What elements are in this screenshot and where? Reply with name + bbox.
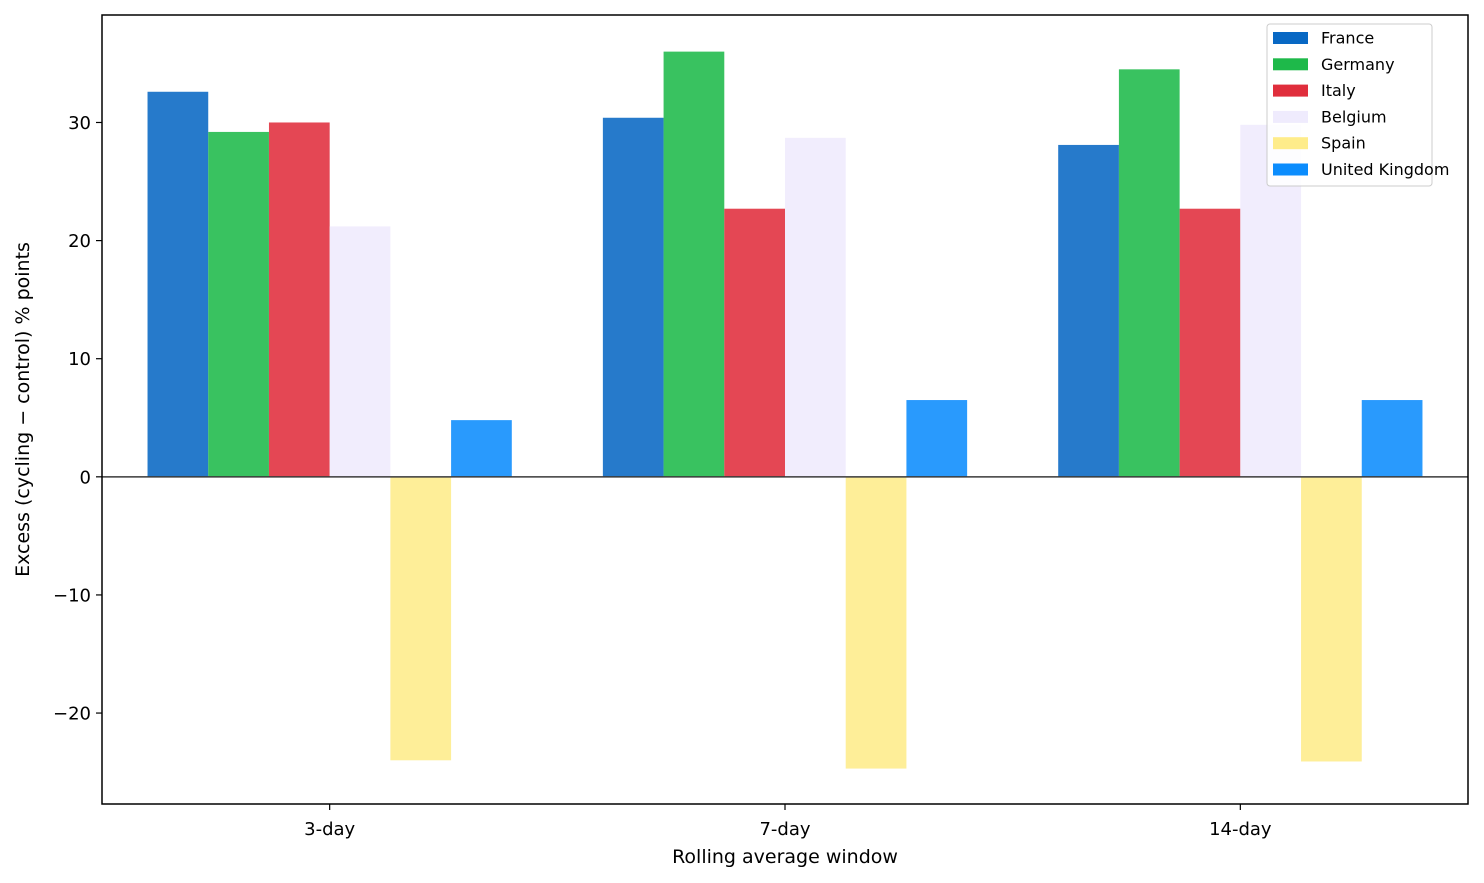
legend-label: United Kingdom bbox=[1321, 160, 1449, 179]
x-tick-label: 14-day bbox=[1209, 819, 1272, 840]
legend-label: Italy bbox=[1321, 81, 1356, 100]
y-tick-label: −20 bbox=[53, 704, 91, 725]
bar-united-kingdom-3-day bbox=[451, 420, 512, 477]
legend-label: Spain bbox=[1321, 134, 1366, 153]
bar-germany-14-day bbox=[1118, 69, 1180, 477]
legend-item-belgium: Belgium bbox=[1273, 107, 1387, 126]
legend-label: France bbox=[1321, 29, 1374, 48]
bar-france-3-day bbox=[147, 91, 209, 477]
legend-label: Belgium bbox=[1321, 107, 1387, 126]
y-tick-label: −10 bbox=[53, 585, 91, 606]
legend-swatch bbox=[1273, 163, 1308, 176]
bar-belgium-7-day bbox=[785, 137, 846, 477]
legend-swatch bbox=[1273, 58, 1308, 71]
legend-item-united-kingdom: United Kingdom bbox=[1273, 160, 1449, 179]
bar-united-kingdom-7-day bbox=[906, 400, 968, 477]
legend-item-spain: Spain bbox=[1273, 134, 1366, 153]
bar-spain-7-day bbox=[845, 476, 907, 769]
bar-germany-3-day bbox=[208, 131, 269, 477]
y-tick-label: 0 bbox=[80, 467, 91, 488]
legend-box bbox=[1266, 23, 1433, 187]
bars bbox=[147, 51, 1423, 769]
legend-label: Germany bbox=[1321, 55, 1395, 74]
bar-italy-14-day bbox=[1179, 208, 1241, 477]
y-axis-label: Excess (cycling − control) % points bbox=[12, 242, 34, 577]
x-axis-label: Rolling average window bbox=[672, 846, 898, 868]
legend-swatch bbox=[1273, 84, 1308, 97]
legend-item-france: France bbox=[1273, 29, 1374, 48]
legend: France Germany Italy Belgium Spain United Kin… bbox=[1266, 23, 1449, 187]
bar-france-7-day bbox=[602, 117, 664, 477]
legend-item-italy: Italy bbox=[1273, 81, 1356, 100]
legend-swatch bbox=[1273, 110, 1308, 123]
bar-germany-7-day bbox=[663, 51, 725, 477]
bar-france-14-day bbox=[1058, 144, 1119, 477]
x-axis: 3-day 7-day 14-day bbox=[304, 804, 1272, 840]
bar-italy-7-day bbox=[724, 208, 785, 477]
x-tick-label: 7-day bbox=[759, 819, 810, 840]
y-tick-label: 30 bbox=[68, 113, 91, 134]
y-axis: −20 −10 0 10 20 30 bbox=[53, 113, 102, 725]
y-tick-label: 10 bbox=[68, 349, 91, 370]
bar-spain-3-day bbox=[390, 476, 452, 761]
legend-item-germany: Germany bbox=[1273, 55, 1395, 74]
bar-belgium-3-day bbox=[329, 226, 391, 477]
bar-united-kingdom-14-day bbox=[1361, 400, 1423, 477]
x-tick-label: 3-day bbox=[304, 819, 355, 840]
bar-spain-14-day bbox=[1301, 476, 1362, 762]
legend-swatch bbox=[1273, 137, 1308, 150]
bar-italy-3-day bbox=[268, 122, 330, 477]
legend-swatch bbox=[1273, 32, 1308, 44]
y-tick-label: 20 bbox=[68, 231, 91, 252]
